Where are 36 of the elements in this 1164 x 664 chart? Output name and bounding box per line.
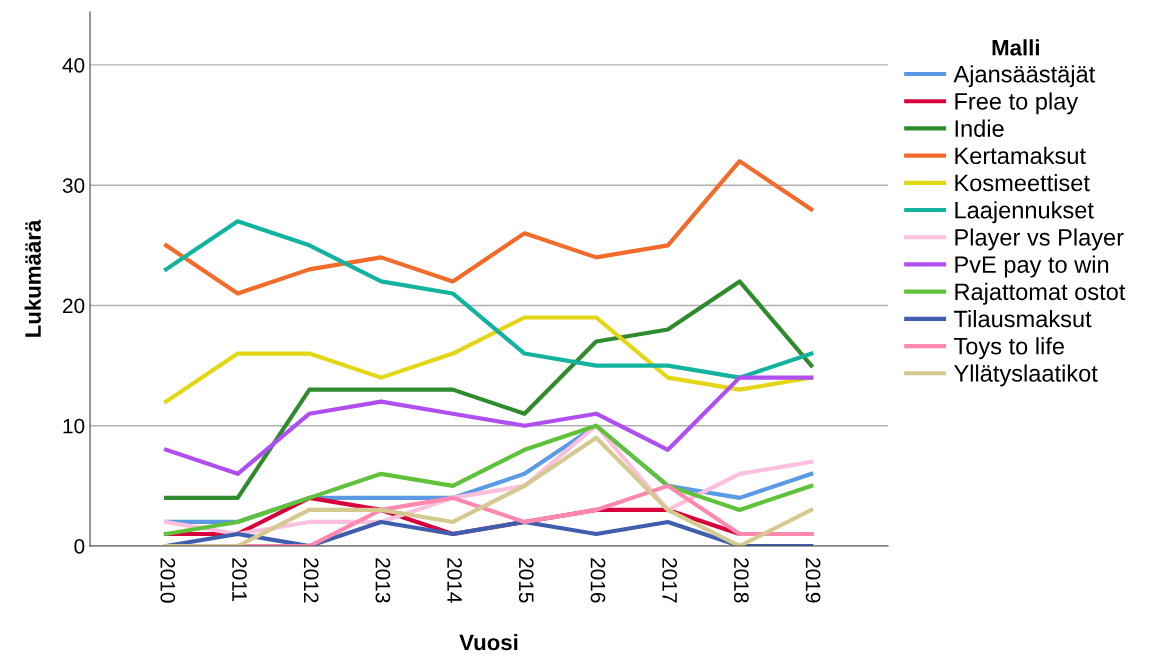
y-tick-label: 30 xyxy=(62,178,85,193)
x-tick-label: 2019 xyxy=(805,558,821,603)
legend-label: Ajansäästäjät xyxy=(953,65,1096,88)
x-tick-label: 2010 xyxy=(160,558,176,603)
y-tick-label: 0 xyxy=(74,539,85,554)
legend-label: Kertamaksut xyxy=(955,146,1086,165)
legend-label: Yllätyslaatikot xyxy=(953,364,1098,387)
x-tick-label: 2012 xyxy=(303,558,319,603)
y-tick-label: 10 xyxy=(63,418,85,434)
line-series xyxy=(163,435,814,546)
legend-title: Malli xyxy=(992,39,1039,56)
y-axis-title: Lukumäärä xyxy=(24,219,41,337)
x-tick-label: 2014 xyxy=(447,558,462,603)
legend-label: Laajennukset xyxy=(955,201,1094,224)
legend-label: Tilausmaksut xyxy=(954,310,1092,328)
x-tick-label: 2011 xyxy=(232,558,247,601)
x-tick-label: 2016 xyxy=(590,558,606,603)
line-series xyxy=(163,279,814,500)
x-tick-label: 2015 xyxy=(518,558,534,603)
line-series xyxy=(163,159,814,296)
legend-label: PvE pay to win xyxy=(955,255,1109,278)
x-tick-label: 2013 xyxy=(375,558,391,603)
legend-label: Free to play xyxy=(955,92,1079,115)
line-series xyxy=(163,375,814,476)
y-tick-label: 20 xyxy=(63,298,85,314)
legend-label: Kosmeettiset xyxy=(955,173,1090,192)
x-tick-label: 2017 xyxy=(662,558,678,603)
legend-label: Rajattomat ostot xyxy=(955,282,1126,305)
x-axis-title: Vuosi xyxy=(459,634,518,651)
legend-label: Indie xyxy=(955,119,1004,137)
line-series xyxy=(163,315,814,404)
line-series xyxy=(163,219,814,380)
legend-label: Toys to life xyxy=(954,337,1064,360)
legend-label: Player vs Player xyxy=(955,228,1124,251)
y-tick-label: 40 xyxy=(62,57,85,73)
x-tick-label: 2018 xyxy=(733,558,749,603)
